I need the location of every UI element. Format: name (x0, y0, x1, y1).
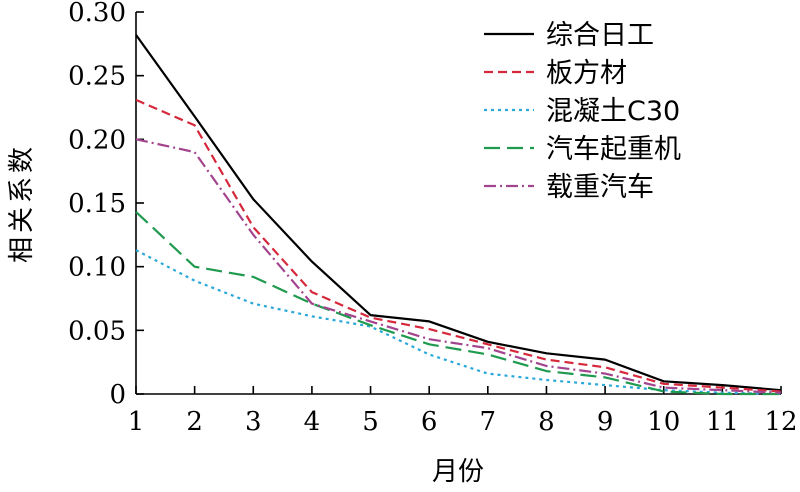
x-tick-label: 12 (764, 407, 797, 437)
x-axis-ticks: 1 2 3 4 5 6 7 8 9 10 11 12 (128, 386, 798, 437)
y-axis-ticks: 0 0.05 0.10 0.15 0.20 0.25 0.30 (68, 0, 144, 410)
y-tick-label: 0.15 (68, 189, 126, 219)
series-line-5 (135, 138, 782, 394)
y-tick-label: 0 (109, 380, 126, 410)
x-tick-label: 7 (480, 407, 497, 437)
series-group (135, 34, 782, 396)
legend-label: 混凝土C30 (546, 96, 680, 127)
x-axis-label: 月份 (432, 457, 484, 487)
series-line-1 (135, 34, 782, 392)
x-tick-label: 1 (128, 407, 145, 437)
x-tick-label: 9 (597, 407, 614, 437)
legend-label: 综合日工 (546, 20, 654, 51)
y-axis-label: 相关系数 (7, 143, 37, 263)
y-tick-label: 0.10 (68, 253, 126, 283)
series-line-2 (135, 98, 782, 393)
x-tick-label: 2 (186, 407, 203, 437)
series-line-4 (135, 211, 781, 396)
y-tick-label: 0.20 (68, 125, 126, 155)
y-tick-label: 0.30 (68, 0, 126, 28)
x-tick-label: 6 (421, 407, 438, 437)
x-tick-label: 3 (245, 407, 262, 437)
legend-label: 载重汽车 (546, 172, 654, 203)
legend-label: 汽车起重机 (546, 134, 681, 165)
series-line-3 (135, 249, 782, 396)
y-tick-label: 0.05 (68, 316, 126, 346)
x-tick-label: 4 (304, 407, 321, 437)
x-tick-label: 5 (362, 407, 379, 437)
x-tick-label: 10 (647, 407, 680, 437)
legend-label: 板方材 (546, 58, 627, 89)
x-tick-label: 11 (706, 407, 739, 437)
y-tick-label: 0.25 (68, 62, 126, 92)
x-tick-label: 8 (538, 407, 555, 437)
